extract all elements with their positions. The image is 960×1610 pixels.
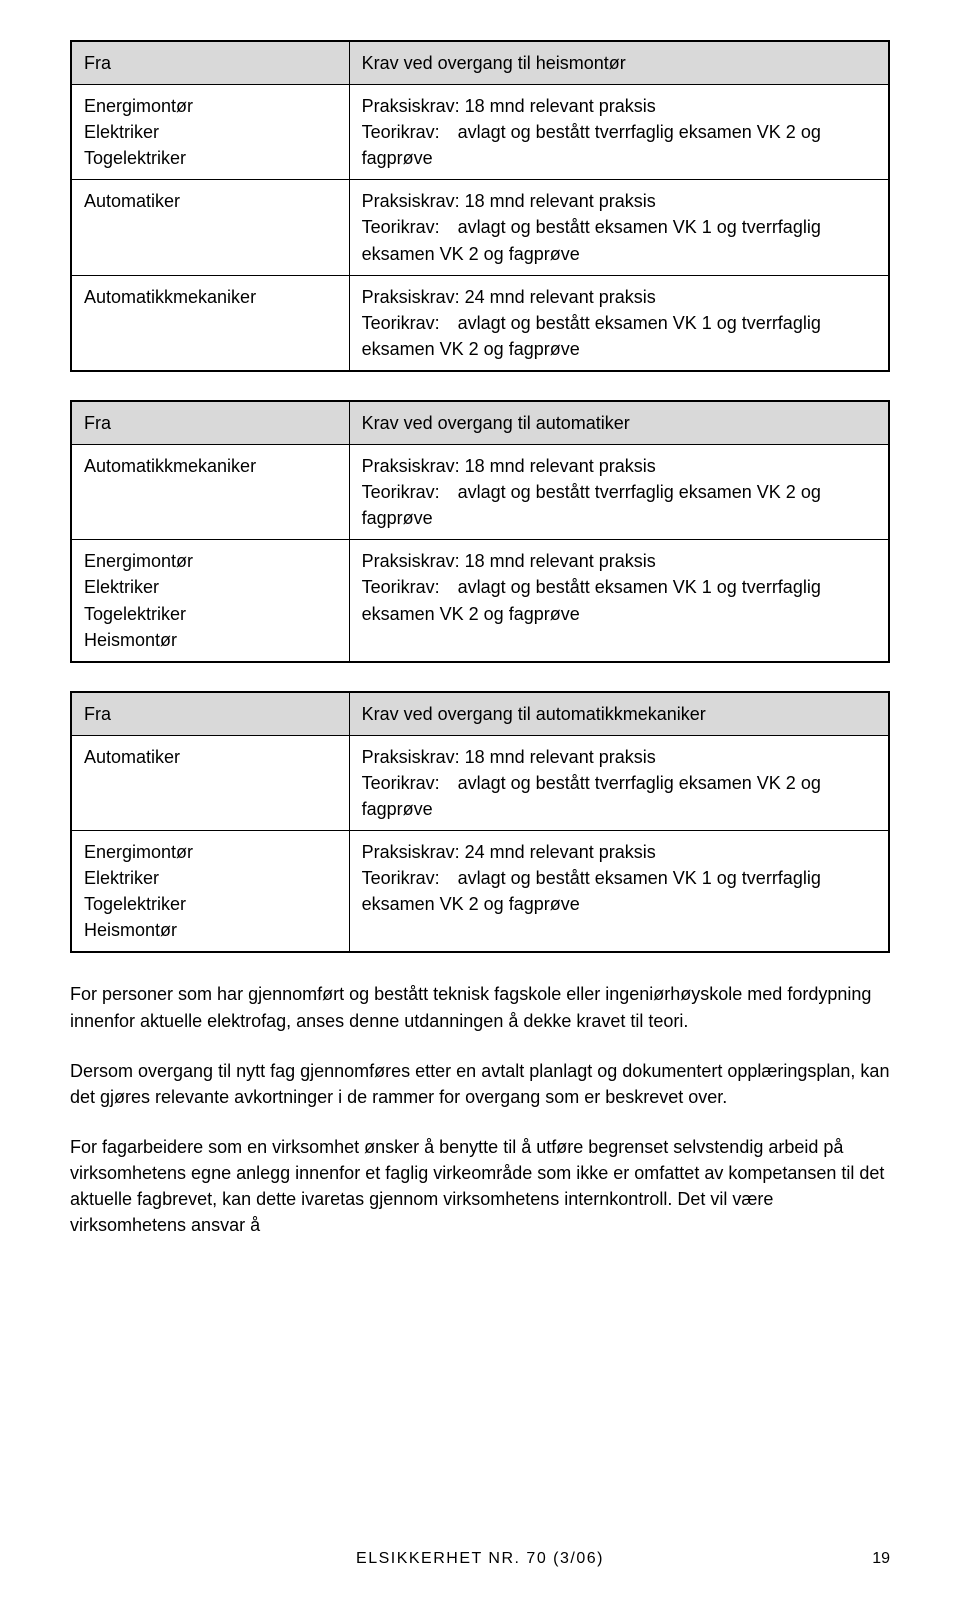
- table-row: Automatikkmekaniker: [71, 275, 349, 371]
- table-header-right: Krav ved overgang til heismontør: [349, 41, 889, 85]
- table-row: Praksiskrav: 24 mnd relevant praksisTeor…: [349, 831, 889, 953]
- table-header-right: Krav ved overgang til automatiker: [349, 401, 889, 445]
- table-heismontor: Fra Krav ved overgang til heismontør Ene…: [70, 40, 890, 372]
- table-row: Praksiskrav: 18 mnd relevant praksisTeor…: [349, 180, 889, 275]
- table-row: EnergimontørElektrikerTogelektrikerHeism…: [71, 540, 349, 662]
- table-row: Automatiker: [71, 180, 349, 275]
- body-paragraph: For fagarbeidere som en virksomhet ønske…: [70, 1134, 890, 1238]
- table-row: Praksiskrav: 18 mnd relevant praksisTeor…: [349, 540, 889, 662]
- table-row: Praksiskrav: 18 mnd relevant praksisTeor…: [349, 445, 889, 540]
- table-row: EnergimontørElektrikerTogelektriker: [71, 85, 349, 180]
- page-footer: ELSIKKERHET NR. 70 (3/06) 19: [70, 1547, 890, 1570]
- table-automatikkmekaniker: Fra Krav ved overgang til automatikkmeka…: [70, 691, 890, 954]
- table-row: Automatiker: [71, 735, 349, 830]
- body-paragraph: For personer som har gjennomført og best…: [70, 981, 890, 1033]
- body-paragraph: Dersom overgang til nytt fag gjennomføre…: [70, 1058, 890, 1110]
- table-header-left: Fra: [71, 41, 349, 85]
- table-header-left: Fra: [71, 401, 349, 445]
- table-header-left: Fra: [71, 692, 349, 736]
- table-automatiker: Fra Krav ved overgang til automatiker Au…: [70, 400, 890, 663]
- table-row: EnergimontørElektrikerTogelektrikerHeism…: [71, 831, 349, 953]
- table-row: Automatikkmekaniker: [71, 445, 349, 540]
- table-row: Praksiskrav: 18 mnd relevant praksisTeor…: [349, 735, 889, 830]
- table-row: Praksiskrav: 18 mnd relevant praksisTeor…: [349, 85, 889, 180]
- table-row: Praksiskrav: 24 mnd relevant praksisTeor…: [349, 275, 889, 371]
- page-number: 19: [872, 1547, 890, 1570]
- footer-label: ELSIKKERHET NR. 70 (3/06): [356, 1550, 604, 1567]
- table-header-right: Krav ved overgang til automatikkmekanike…: [349, 692, 889, 736]
